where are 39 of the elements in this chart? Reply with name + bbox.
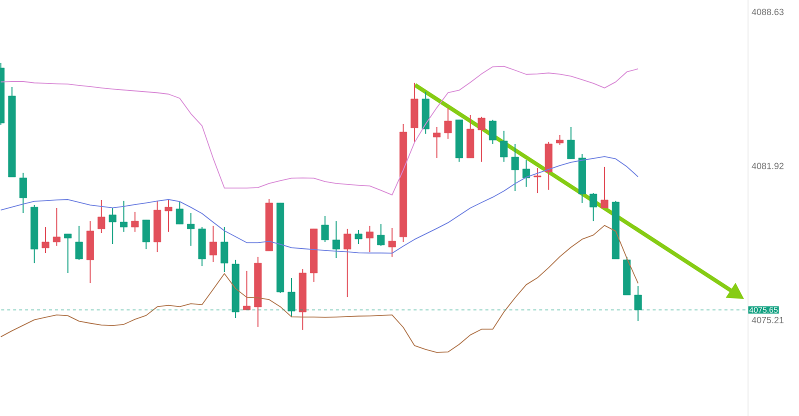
candlestick [242, 270, 251, 310]
candlestick [209, 225, 217, 262]
candlestick [64, 233, 72, 274]
y-tick-label: 4081.92 [752, 162, 784, 170]
candlestick [176, 202, 184, 225]
candlestick [433, 126, 441, 158]
candlestick [366, 225, 374, 253]
candlestick [75, 225, 83, 260]
candlestick [332, 220, 340, 259]
candlestick [344, 228, 352, 298]
candlestick [131, 211, 139, 232]
candlestick [187, 212, 195, 246]
candlestick [590, 192, 598, 222]
candlestick [377, 224, 385, 246]
line-series [0, 224, 639, 353]
candlestick [142, 219, 150, 250]
candlestick [488, 119, 496, 144]
y-tick-label: 4075.21 [752, 316, 784, 324]
candlestick [19, 172, 27, 214]
candlestick [52, 207, 60, 246]
candlestick [500, 130, 508, 162]
candlestick [478, 116, 486, 162]
candlestick [120, 200, 128, 232]
candlestick [321, 216, 329, 242]
candlestick [108, 207, 116, 245]
candlestick [164, 199, 172, 232]
candlestick [42, 226, 50, 254]
candlestick [354, 230, 362, 245]
candlestick [567, 126, 575, 160]
candlestick [98, 199, 106, 234]
candlestick [511, 143, 519, 192]
candlestick [522, 160, 530, 188]
candlestick [600, 166, 608, 208]
candlestick [220, 226, 228, 273]
candlestick [388, 227, 396, 258]
candlestick [534, 168, 542, 194]
candlestick [556, 134, 564, 146]
candlestick [444, 107, 452, 140]
y-tick-label: 4088.63 [752, 8, 784, 16]
